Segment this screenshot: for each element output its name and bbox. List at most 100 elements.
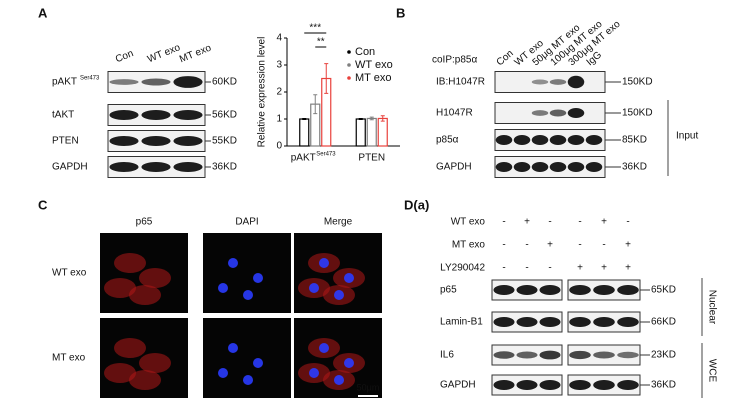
coip-label: coIP:p85α bbox=[432, 55, 477, 66]
error-bar bbox=[313, 94, 318, 115]
row-label: p85α bbox=[436, 135, 459, 146]
panel-label: D(a) bbox=[404, 197, 429, 212]
band bbox=[141, 162, 171, 172]
treatment-sign: + bbox=[577, 263, 583, 274]
row-label: H1047R bbox=[436, 108, 473, 119]
bar bbox=[377, 117, 388, 147]
cell bbox=[139, 268, 171, 288]
band bbox=[109, 162, 139, 172]
legend-label: WT exo bbox=[355, 59, 393, 71]
band bbox=[569, 317, 591, 327]
row-label: PTEN bbox=[52, 136, 79, 147]
treatment-sign: - bbox=[578, 217, 581, 228]
nucleus bbox=[253, 273, 263, 283]
band bbox=[539, 380, 561, 390]
cell bbox=[114, 338, 146, 358]
cell bbox=[104, 278, 136, 298]
row-label: p65 bbox=[440, 285, 457, 296]
band bbox=[539, 285, 561, 295]
size-label: 150KD bbox=[622, 108, 653, 119]
panel-label: B bbox=[396, 5, 405, 20]
band bbox=[513, 162, 531, 172]
band bbox=[531, 162, 549, 172]
lane-label: Con bbox=[495, 48, 516, 68]
band bbox=[585, 162, 603, 172]
row-superscript: Ser473 bbox=[80, 76, 100, 82]
annotation: *** bbox=[309, 23, 321, 34]
lane-label: WT exo bbox=[146, 42, 182, 65]
band bbox=[617, 285, 639, 295]
band bbox=[531, 110, 549, 116]
group-label: WCE bbox=[706, 359, 717, 383]
nucleus bbox=[334, 290, 344, 300]
band bbox=[549, 162, 567, 172]
nucleus bbox=[319, 343, 329, 353]
y-tick-label: 2 bbox=[276, 87, 282, 98]
panel-label: C bbox=[38, 197, 48, 212]
bar bbox=[366, 117, 377, 147]
cell bbox=[139, 353, 171, 373]
nucleus bbox=[243, 290, 253, 300]
row-label: GAPDH bbox=[52, 162, 88, 173]
row-label: pAKT bbox=[52, 77, 77, 88]
panel-label: A bbox=[38, 5, 48, 20]
treatment-sign: - bbox=[578, 240, 581, 251]
treatment-sign: - bbox=[626, 217, 629, 228]
legend-marker bbox=[347, 76, 351, 80]
nucleus bbox=[344, 273, 354, 283]
row-label: MT exo bbox=[52, 353, 86, 364]
band bbox=[493, 351, 515, 359]
size-label: 65KD bbox=[651, 285, 676, 296]
cell bbox=[129, 285, 161, 305]
treatment-sign: + bbox=[625, 263, 631, 274]
size-label: 85KD bbox=[622, 135, 647, 146]
band bbox=[493, 380, 515, 390]
treatment-sign: + bbox=[625, 240, 631, 251]
band bbox=[593, 317, 615, 327]
band bbox=[516, 285, 538, 295]
legend-label: Con bbox=[355, 46, 375, 58]
error-bar bbox=[380, 115, 385, 122]
y-tick-label: 1 bbox=[276, 114, 282, 125]
band bbox=[109, 110, 139, 120]
cell bbox=[114, 253, 146, 273]
band bbox=[495, 135, 513, 145]
y-tick-label: 4 bbox=[276, 33, 282, 44]
nucleus bbox=[334, 375, 344, 385]
x-tick-superscript: Ser473 bbox=[316, 152, 336, 158]
error-bar bbox=[358, 117, 363, 121]
column-label: Merge bbox=[324, 217, 353, 228]
lane-label: MT exo bbox=[178, 42, 213, 65]
band bbox=[513, 135, 531, 145]
band bbox=[109, 136, 139, 146]
band bbox=[516, 380, 538, 390]
treatment-sign: - bbox=[502, 263, 505, 274]
treatment-sign: + bbox=[601, 263, 607, 274]
band bbox=[617, 380, 639, 390]
treatment-sign: + bbox=[547, 240, 553, 251]
bar bbox=[299, 118, 310, 147]
error-bar bbox=[302, 117, 307, 121]
bar bbox=[355, 118, 366, 147]
legend-label: MT exo bbox=[355, 72, 391, 84]
band bbox=[173, 110, 203, 120]
band bbox=[173, 136, 203, 146]
nucleus bbox=[228, 258, 238, 268]
nucleus bbox=[253, 358, 263, 368]
column-label: p65 bbox=[136, 217, 153, 228]
band bbox=[549, 79, 567, 85]
band bbox=[516, 317, 538, 327]
band bbox=[569, 285, 591, 295]
row-label: Lamin-B1 bbox=[440, 317, 483, 328]
nucleus bbox=[218, 368, 228, 378]
treatment-sign: - bbox=[548, 217, 551, 228]
error-bar bbox=[369, 116, 374, 121]
nucleus bbox=[309, 283, 319, 293]
nucleus bbox=[243, 375, 253, 385]
treatment-sign: - bbox=[548, 263, 551, 274]
treatment-sign: - bbox=[502, 240, 505, 251]
y-tick-label: 3 bbox=[276, 60, 282, 71]
band bbox=[495, 162, 513, 172]
band bbox=[593, 380, 615, 390]
treatment-sign: - bbox=[502, 217, 505, 228]
